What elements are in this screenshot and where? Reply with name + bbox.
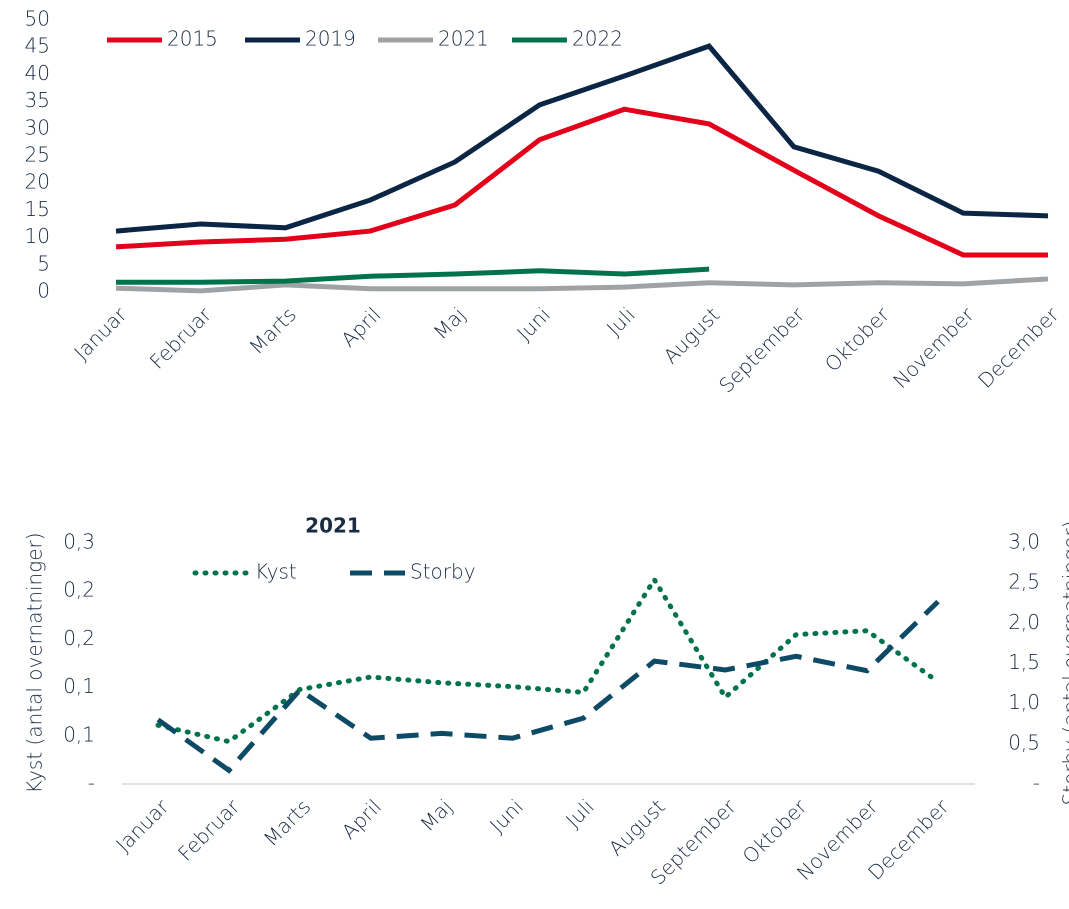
y-tick-label: 45 <box>25 34 50 58</box>
y2-tick-label: 1,5 <box>1008 650 1040 674</box>
y-tick-label: 30 <box>25 115 50 139</box>
line <box>155 574 941 745</box>
x-tick-label: Juli <box>602 302 640 340</box>
x-tick-label: August <box>604 794 670 860</box>
x-tick-label: Februar <box>173 794 245 866</box>
line <box>115 43 1049 234</box>
y-tick-label: 0,2 <box>63 578 95 602</box>
x-tick-label: September <box>714 302 810 398</box>
x-tick-label: December <box>973 302 1064 393</box>
y-tick-label: 40 <box>25 61 50 85</box>
x-tick-label: Marts <box>259 794 316 851</box>
y-tick-label: - <box>88 771 95 795</box>
chart-title: 2021 <box>305 514 361 538</box>
x-tick-label: Oktober <box>738 794 813 869</box>
x-tick-label: Januar <box>69 302 132 365</box>
y-tick-label: 50 <box>25 7 50 31</box>
y-tick-label: 25 <box>25 143 50 167</box>
x-tick-label: Oktober <box>820 302 895 377</box>
x-tick-label: Juni <box>512 302 555 345</box>
legend-label: Kyst <box>255 560 297 584</box>
legend-label: 2019 <box>305 27 356 51</box>
x-tick-label: Marts <box>244 302 301 359</box>
line <box>156 599 940 774</box>
x-tick-label: Maj <box>415 794 457 836</box>
y-tick-label: 0,3 <box>63 530 95 554</box>
x-tick-label: April <box>336 302 385 351</box>
legend-label: 2021 <box>438 27 489 51</box>
legend-label: 2015 <box>167 27 218 51</box>
y-tick-label: 0,2 <box>63 626 95 650</box>
y-tick-label: 10 <box>25 224 50 248</box>
x-tick-label: August <box>659 302 725 368</box>
y2-tick-label: 0,5 <box>1008 730 1040 754</box>
y-tick-label: 15 <box>25 197 50 221</box>
y2-tick-label: 3,0 <box>1008 530 1040 554</box>
line <box>115 276 1049 294</box>
x-tick-label: Juni <box>485 794 528 837</box>
line <box>116 266 710 285</box>
y-tick-label: 5 <box>37 251 50 275</box>
y-axis-label: Kyst (antal overnatninger) <box>23 532 47 793</box>
x-tick-label: Februar <box>145 302 217 374</box>
x-tick-label: Maj <box>429 302 471 344</box>
y2-tick-label: 2,0 <box>1008 610 1040 634</box>
x-tick-label: April <box>337 794 386 843</box>
y-tick-label: 0 <box>37 279 50 303</box>
legend-label: Storby <box>410 560 476 584</box>
y-tick-label: 0,1 <box>63 722 95 746</box>
y2-tick-label: - <box>1033 771 1040 795</box>
x-tick-label: Januar <box>111 794 174 857</box>
y-tick-label: 20 <box>25 170 50 194</box>
x-tick-label: Juli <box>561 794 599 832</box>
y2-tick-label: 2,5 <box>1008 570 1040 594</box>
y2-axis-label: Storby (antal overnatninger) <box>1059 521 1069 806</box>
legend-label: 2022 <box>572 27 623 51</box>
y2-tick-label: 1,0 <box>1008 690 1040 714</box>
x-tick-label: November <box>888 302 979 393</box>
y-tick-label: 35 <box>25 88 50 112</box>
y-tick-label: 0,1 <box>63 674 95 698</box>
line <box>115 106 1048 258</box>
